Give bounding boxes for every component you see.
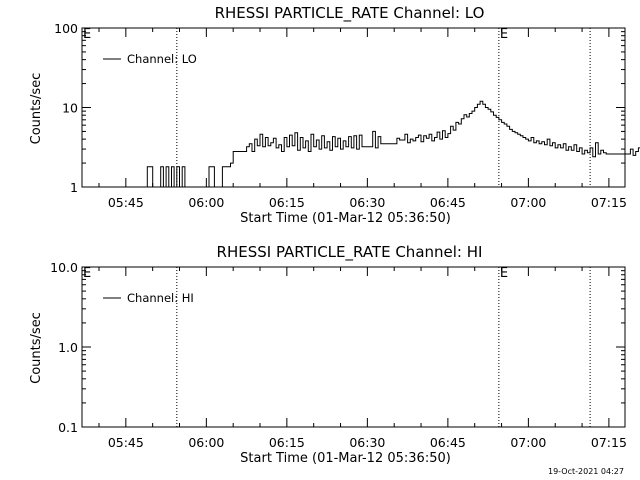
corner-label: E	[83, 266, 91, 281]
x-tick-label: 07:15	[591, 435, 627, 450]
x-tick-label: 07:15	[591, 195, 627, 210]
x-axis-label: Start Time (01-Mar-12 05:36:50)	[240, 211, 451, 226]
x-tick-label: 06:15	[269, 195, 305, 210]
chart-title: RHESSI PARTICLE_RATE Channel: HI	[217, 243, 483, 262]
x-tick-label: 06:30	[349, 195, 385, 210]
x-tick-label: 05:45	[108, 435, 144, 450]
event-label: E	[500, 27, 508, 42]
y-tick-label: 100	[54, 21, 78, 36]
footer-timestamp: 19-Oct-2021 04:27	[548, 467, 624, 476]
x-tick-label: 06:00	[188, 195, 224, 210]
legend-entry: Channel: LO	[127, 52, 197, 66]
y-tick-label: 10	[62, 101, 78, 116]
x-tick-label: 06:45	[430, 435, 466, 450]
y-tick-label: 10.0	[50, 260, 78, 275]
x-tick-label: 07:00	[510, 435, 546, 450]
legend-entry: Channel: HI	[127, 291, 194, 305]
corner-label: E	[83, 27, 91, 42]
x-tick-label: 07:00	[510, 195, 546, 210]
x-axis-label: Start Time (01-Mar-12 05:36:50)	[240, 451, 451, 466]
event-label: E	[500, 266, 508, 281]
chart-title: RHESSI PARTICLE_RATE Channel: LO	[215, 4, 485, 23]
x-tick-label: 06:30	[349, 435, 385, 450]
x-tick-label: 06:45	[430, 195, 466, 210]
y-axis-label: Counts/sec	[29, 312, 44, 384]
y-axis-label: Counts/sec	[29, 73, 44, 145]
y-tick-label: 1	[70, 180, 78, 195]
panel-hi: RHESSI PARTICLE_RATE Channel: HI 0.1 1.0 10…	[29, 243, 627, 466]
panel-lo: RHESSI PARTICLE_RATE Channel: LO 1 10 100 Co…	[29, 4, 640, 226]
x-tick-label: 05:45	[108, 195, 144, 210]
x-tick-label: 06:15	[269, 435, 305, 450]
y-tick-label: 0.1	[58, 420, 78, 435]
x-tick-label: 06:00	[188, 435, 224, 450]
y-tick-label: 1.0	[58, 340, 78, 355]
series-line-channello	[144, 100, 640, 188]
